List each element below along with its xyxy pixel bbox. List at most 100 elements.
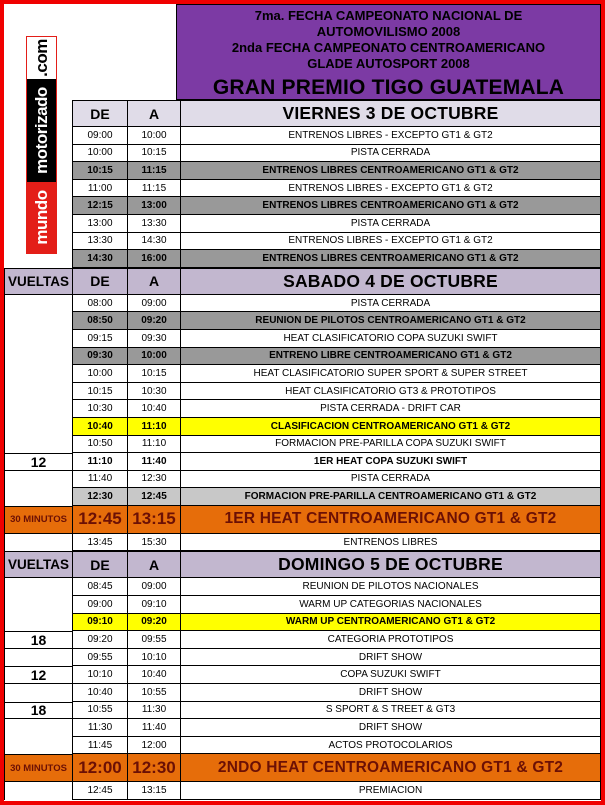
end-time-cell: 10:15 [127, 144, 180, 163]
laps-cell [4, 180, 72, 198]
start-time-cell: 10:40 [72, 417, 127, 436]
schedule-table: DE A VIERNES 3 DE OCTUBRE 09:00 10:00 EN… [4, 100, 601, 800]
laps-cell [4, 488, 72, 506]
column-header-de: DE [72, 267, 127, 295]
event-cell: ENTRENOS LIBRES CENTROAMERICANO GT1 & GT… [180, 197, 601, 215]
start-time-cell: 10:00 [72, 144, 127, 163]
laps-cell [4, 596, 72, 614]
end-time-cell: 10:00 [127, 347, 180, 366]
event-cell: REUNION DE PILOTOS CENTROAMERICANO GT1 &… [180, 312, 601, 330]
laps-cell: 12 [4, 453, 72, 471]
start-time-cell: 13:30 [72, 232, 127, 251]
event-cell: FORMACION PRE-PARILLA CENTROAMERICANO GT… [180, 488, 601, 506]
end-time-cell: 14:30 [127, 232, 180, 251]
laps-cell [4, 312, 72, 330]
schedule-row: 12 11:10 11:40 1ER HEAT COPA SUZUKI SWIF… [4, 453, 601, 471]
day-title: SABADO 4 DE OCTUBRE [180, 267, 601, 295]
laps-cell [4, 329, 72, 348]
end-time-cell: 15:30 [127, 533, 180, 552]
schedule-row: 10:40 10:55 DRIFT SHOW [4, 684, 601, 702]
event-cell: DRIFT SHOW [180, 684, 601, 702]
schedule-row: 30 MINUTOS 12:45 13:15 1ER HEAT CENTROAM… [4, 505, 601, 534]
event-cell: COPA SUZUKI SWIFT [180, 666, 601, 685]
event-cell: ENTRENOS LIBRES - EXCEPTO GT1 & GT2 [180, 232, 601, 251]
end-time-cell: 10:40 [127, 400, 180, 418]
column-header-de: DE [72, 100, 127, 127]
schedule-row: 09:15 09:30 HEAT CLASIFICATORIO COPA SUZ… [4, 329, 601, 348]
schedule-row: 09:00 09:10 WARM UP CATEGORIAS NACIONALE… [4, 596, 601, 614]
schedule-row: 11:30 11:40 DRIFT SHOW [4, 719, 601, 737]
event-cell: ACTOS PROTOCOLARIOS [180, 736, 601, 755]
sunday-rows: 08:45 09:00 REUNION DE PILOTOS NACIONALE… [4, 578, 601, 800]
event-cell: HEAT CLASIFICATORIO SUPER SPORT & SUPER … [180, 365, 601, 383]
end-time-cell: 09:10 [127, 596, 180, 614]
event-cell: PISTA CERRADA [180, 214, 601, 233]
schedule-row: 18 09:20 09:55 CATEGORIA PROTOTIPOS [4, 631, 601, 649]
end-time-cell: 10:40 [127, 666, 180, 685]
start-time-cell: 09:00 [72, 596, 127, 614]
end-time-cell: 13:00 [127, 197, 180, 215]
schedule-row: 11:00 11:15 ENTRENOS LIBRES - EXCEPTO GT… [4, 179, 601, 198]
end-time-cell: 10:00 [127, 127, 180, 145]
saturday-rows: 08:00 09:00 PISTA CERRADA 08:50 09:20 RE… [4, 294, 601, 552]
laps-cell [4, 470, 72, 489]
end-time-cell: 09:30 [127, 329, 180, 348]
laps-cell: 30 MINUTOS [4, 754, 72, 783]
event-cell: ENTRENOS LIBRES - EXCEPTO GT1 & GT2 [180, 127, 601, 145]
laps-cell [4, 613, 72, 632]
start-time-cell: 12:45 [72, 505, 127, 534]
event-cell: WARM UP CATEGORIAS NACIONALES [180, 596, 601, 614]
start-time-cell: 12:45 [72, 782, 127, 800]
start-time-cell: 11:00 [72, 179, 127, 198]
event-title: GRAN PREMIO TIGO GUATEMALA [212, 76, 565, 99]
event-cell: HEAT CLASIFICATORIO COPA SUZUKI SWIFT [180, 329, 601, 348]
schedule-row: 10:50 11:10 FORMACION PRE-PARILLA COPA S… [4, 435, 601, 454]
event-cell: PISTA CERRADA [180, 144, 601, 163]
day-title: DOMINGO 5 DE OCTUBRE [180, 551, 601, 579]
schedule-row: 08:00 09:00 PISTA CERRADA [4, 294, 601, 313]
laps-cell [4, 347, 72, 366]
end-time-cell: 10:15 [127, 365, 180, 383]
championship-line-3: 2nda FECHA CAMPEONATO CENTROAMERICANO [231, 40, 546, 55]
end-time-cell: 09:00 [127, 294, 180, 313]
end-time-cell: 11:10 [127, 417, 180, 436]
start-time-cell: 12:00 [72, 754, 127, 783]
event-cell: WARM UP CENTROAMERICANO GT1 & GT2 [180, 613, 601, 632]
end-time-cell: 13:15 [127, 505, 180, 534]
start-time-cell: 10:10 [72, 666, 127, 685]
schedule-row: 10:40 11:10 CLASIFICACION CENTROAMERICAN… [4, 417, 601, 436]
section-saturday: VUELTAS DE A SABADO 4 DE OCTUBRE 08:00 0… [4, 267, 601, 552]
championship-line-2: AUTOMOVILISMO 2008 [316, 24, 461, 39]
start-time-cell: 09:00 [72, 127, 127, 145]
event-cell: PREMIACION [180, 782, 601, 800]
end-time-cell: 12:30 [127, 470, 180, 489]
schedule-row: 18 10:55 11:30 S SPORT & S TREET & GT3 [4, 701, 601, 720]
start-time-cell: 10:40 [72, 684, 127, 702]
end-time-cell: 11:10 [127, 435, 180, 454]
event-cell: DRIFT SHOW [180, 719, 601, 737]
laps-cell [4, 684, 72, 702]
schedule-row: 09:30 10:00 ENTRENO LIBRE CENTROAMERICAN… [4, 347, 601, 366]
end-time-cell: 10:55 [127, 684, 180, 702]
laps-cell: 12 [4, 666, 72, 685]
column-header-a: A [127, 100, 180, 127]
column-header-de: DE [72, 551, 127, 579]
laps-cell [4, 648, 72, 667]
laps-cell [4, 719, 72, 737]
event-cell: CATEGORIA PROTOTIPOS [180, 631, 601, 649]
end-time-cell: 10:10 [127, 648, 180, 667]
laps-cell [4, 435, 72, 454]
start-time-cell: 08:45 [72, 578, 127, 597]
laps-cell [4, 782, 72, 800]
start-time-cell: 12:15 [72, 197, 127, 215]
event-cell: PISTA CERRADA [180, 470, 601, 489]
section-friday: DE A VIERNES 3 DE OCTUBRE 09:00 10:00 EN… [4, 100, 601, 268]
start-time-cell: 10:30 [72, 400, 127, 418]
laps-cell [4, 162, 72, 180]
schedule-row: 10:15 10:30 HEAT CLASIFICATORIO GT3 & PR… [4, 382, 601, 401]
laps-cell [4, 382, 72, 401]
event-cell: ENTRENOS LIBRES - EXCEPTO GT1 & GT2 [180, 179, 601, 198]
schedule-row: 12:30 12:45 FORMACION PRE-PARILLA CENTRO… [4, 488, 601, 506]
day-header-row: DE A VIERNES 3 DE OCTUBRE [4, 100, 601, 127]
event-cell: REUNION DE PILOTOS NACIONALES [180, 578, 601, 597]
